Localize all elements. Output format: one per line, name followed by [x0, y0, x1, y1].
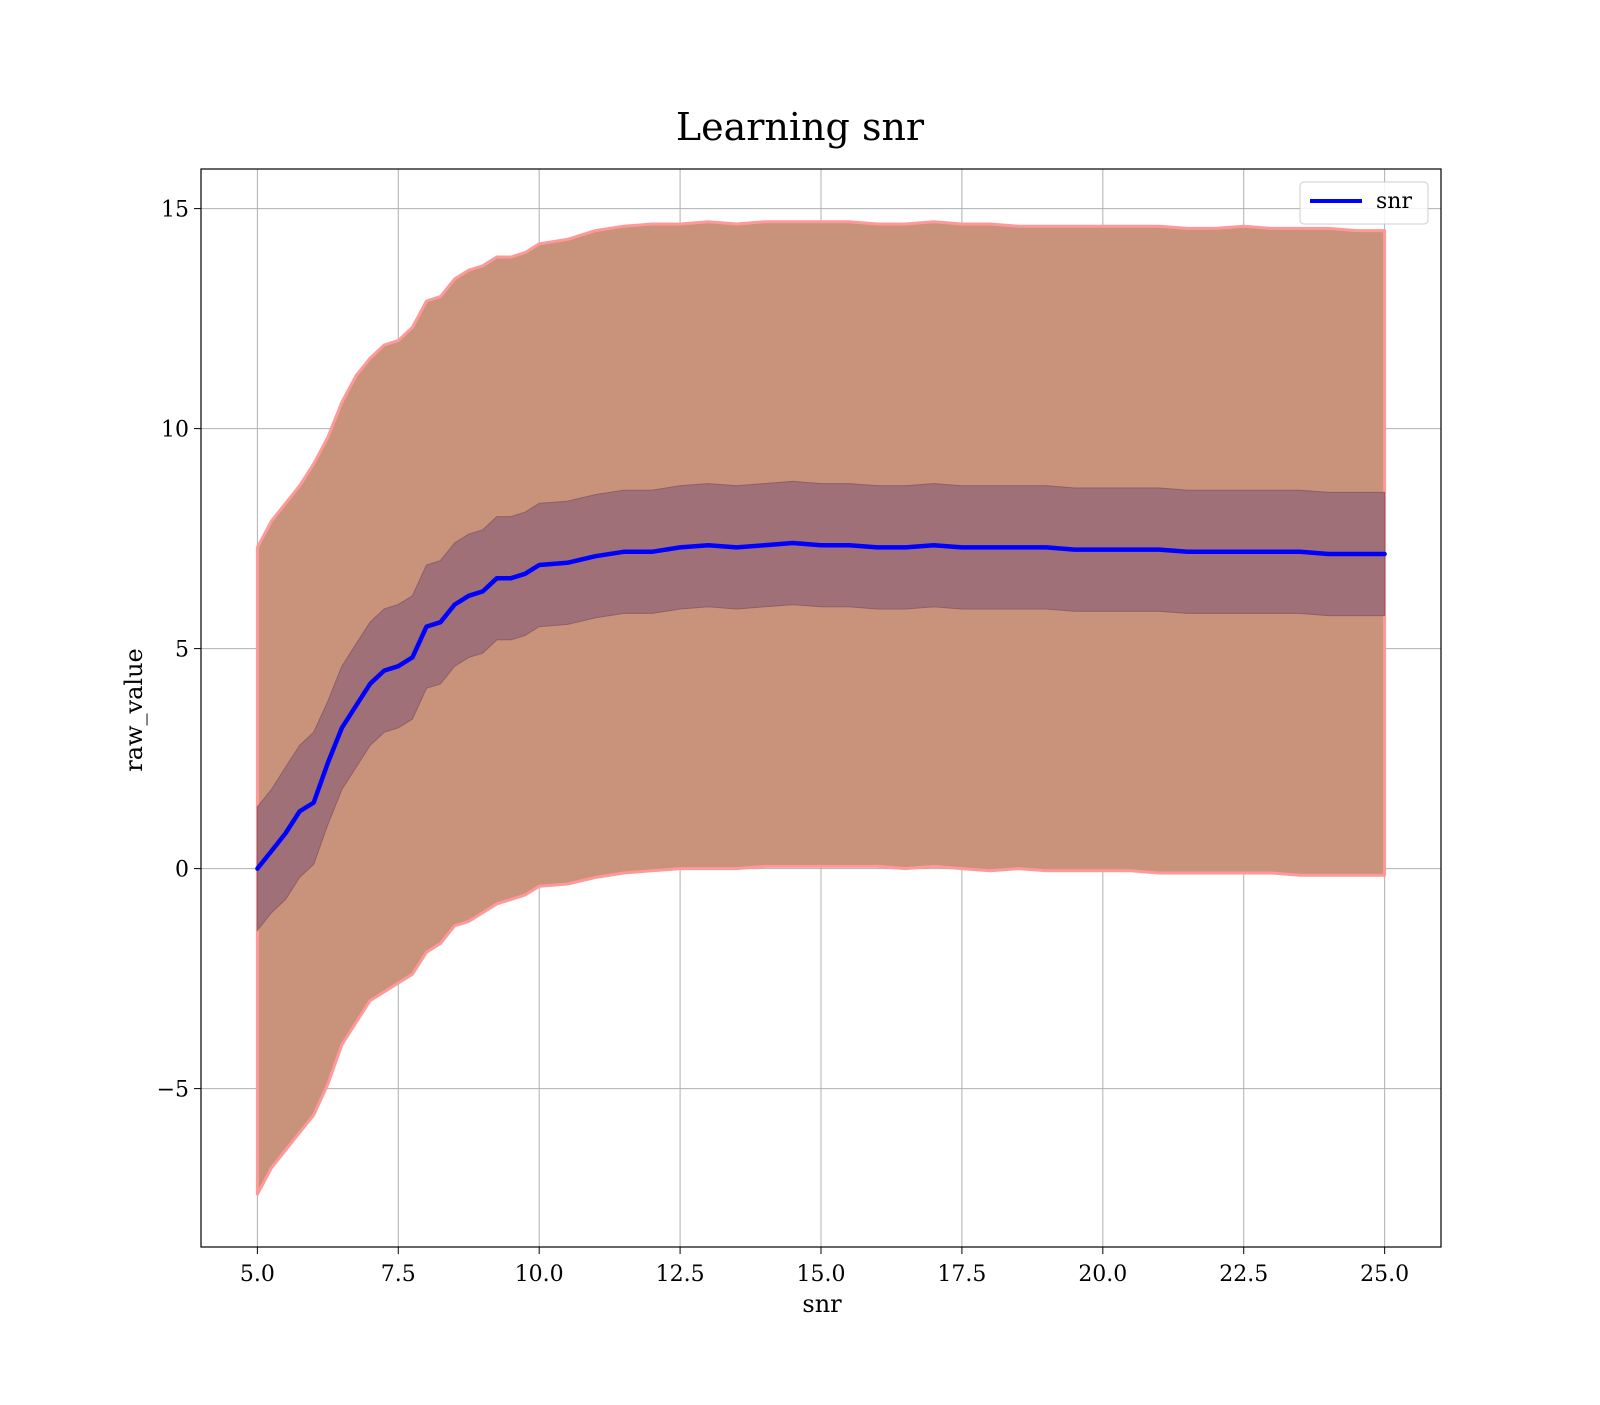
- bands-layer: [255, 220, 1387, 1196]
- legend: snr: [1299, 181, 1429, 225]
- x-tick-label: 22.5: [1219, 1262, 1268, 1287]
- line-layer: [255, 540, 1387, 871]
- x-tick-label: 15.0: [797, 1262, 846, 1287]
- y-tick-label: −5: [157, 1078, 189, 1103]
- x-tick-label: 10.0: [515, 1262, 564, 1287]
- outer-confidence-band: [255, 220, 1387, 1196]
- legend-box: [1299, 181, 1429, 225]
- x-tick-label: 25.0: [1360, 1262, 1409, 1287]
- x-tick-label: 12.5: [656, 1262, 705, 1287]
- y-tick-label: 5: [175, 638, 189, 663]
- legend-label: snr: [1376, 189, 1412, 214]
- tick-layer: 5.0 7.5 10.0 12.5 15.0 17.5 20.0 22.5 25.0 −5 0 5 10…: [157, 198, 1410, 1287]
- x-tick-label: 5.0: [240, 1262, 275, 1287]
- series-line-snr: [255, 540, 1387, 871]
- x-axis-label: snr: [802, 1290, 842, 1318]
- x-tick-label: 20.0: [1078, 1262, 1127, 1287]
- x-tick-label: 7.5: [381, 1262, 416, 1287]
- inner-confidence-band: [256, 480, 1386, 932]
- y-tick-label: 10: [161, 418, 189, 443]
- x-tick-label: 17.5: [937, 1262, 986, 1287]
- y-tick-label: 0: [175, 858, 189, 883]
- chart-title: Learning snr: [676, 105, 925, 149]
- y-tick-label: 15: [161, 198, 189, 223]
- y-axis-label: raw_value: [120, 648, 148, 772]
